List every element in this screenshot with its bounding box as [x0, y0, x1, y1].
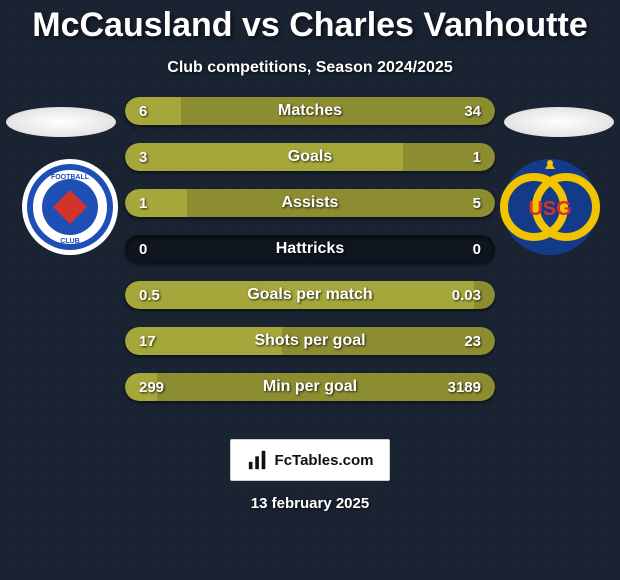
svg-text:FOOTBALL: FOOTBALL	[51, 174, 90, 181]
footer-brand-text: FcTables.com	[275, 452, 374, 469]
stat-row: 31Goals	[125, 143, 495, 171]
chart-icon	[247, 449, 269, 471]
stat-row: 1723Shots per goal	[125, 327, 495, 355]
crest-left: FOOTBALL CLUB	[20, 157, 120, 257]
date-text: 13 february 2025	[0, 495, 620, 512]
crest-right-svg: USG	[500, 157, 600, 257]
bars-container: 634Matches 31Goals 15Assists 00Hattricks 0.5…	[125, 97, 495, 419]
stat-row: 15Assists	[125, 189, 495, 217]
stat-label: Hattricks	[125, 235, 495, 263]
stat-label: Shots per goal	[125, 327, 495, 355]
stat-label: Matches	[125, 97, 495, 125]
stat-label: Min per goal	[125, 373, 495, 401]
stat-row: 00Hattricks	[125, 235, 495, 263]
subtitle: Club competitions, Season 2024/2025	[0, 59, 620, 77]
comparison-stage: FOOTBALL CLUB USG 634Matches 31Goals 15Ass…	[0, 97, 620, 427]
crest-left-svg: FOOTBALL CLUB	[20, 157, 120, 257]
page-title: McCausland vs Charles Vanhoutte	[0, 0, 620, 45]
spotlight-right	[504, 107, 614, 137]
spotlight-left	[6, 107, 116, 137]
footer-logo: FcTables.com	[230, 439, 390, 481]
stat-row: 0.50.03Goals per match	[125, 281, 495, 309]
stat-label: Goals	[125, 143, 495, 171]
stat-row: 634Matches	[125, 97, 495, 125]
svg-text:CLUB: CLUB	[60, 238, 79, 245]
crest-right: USG	[500, 157, 600, 257]
svg-text:USG: USG	[528, 198, 571, 220]
stat-label: Goals per match	[125, 281, 495, 309]
stat-label: Assists	[125, 189, 495, 217]
stat-row: 2993189Min per goal	[125, 373, 495, 401]
